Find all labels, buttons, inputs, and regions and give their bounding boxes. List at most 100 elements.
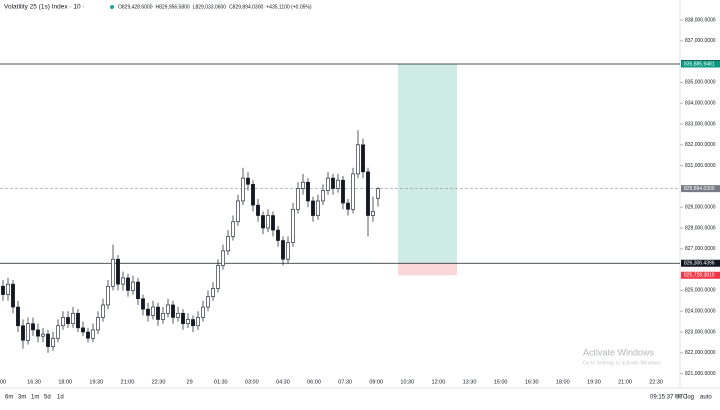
candle-body	[231, 221, 235, 237]
candle-body	[366, 171, 370, 216]
candle-body	[51, 337, 55, 347]
x-tick-label: 19:30	[89, 379, 103, 385]
range-button[interactable]: 1m	[31, 395, 39, 401]
candle-body	[261, 215, 265, 229]
candle-body	[146, 308, 150, 316]
axis-option[interactable]: auto	[700, 395, 712, 401]
y-tick-label: 835,000.0000	[685, 80, 716, 86]
candle-body	[296, 188, 300, 210]
price-label-bg	[681, 271, 720, 279]
x-tick-label: 03:00	[245, 379, 259, 385]
candle-body	[331, 177, 335, 189]
y-tick-label: 838,000.0000	[685, 17, 716, 23]
symbol[interactable]: Volatility 25 (1s) Index · 10 ·	[4, 4, 85, 11]
candle-body	[71, 312, 75, 324]
candle-body	[151, 306, 155, 316]
clock: 09:15:37 UTC	[650, 395, 688, 401]
watermark-title: Activate Windows	[583, 347, 655, 357]
candle-body	[336, 179, 340, 189]
y-tick-label: 834,000.0000	[685, 101, 716, 107]
candle-body	[26, 323, 30, 341]
candle-body	[356, 144, 360, 175]
y-tick-label: 821,000.0000	[685, 371, 716, 377]
candle-body	[371, 211, 375, 216]
y-tick-label: 827,000.0000	[685, 246, 716, 252]
ohlc-value: C829,894.0300	[229, 4, 263, 10]
x-tick-label: 29	[187, 379, 193, 385]
x-tick-label: 12:00	[432, 379, 446, 385]
candle-body	[36, 329, 40, 337]
y-tick-label: 831,000.0000	[685, 163, 716, 169]
price-label: 826,306.4396	[684, 261, 715, 267]
price-label: 825,728.3810	[684, 273, 715, 279]
price-label: 835,885.9481	[684, 61, 715, 67]
watermark-text: Go to Settings to activate Windows.	[583, 360, 662, 366]
price-label-bg	[681, 60, 720, 68]
candle-body	[131, 281, 135, 291]
candle-body	[321, 190, 325, 202]
axis-option[interactable]: %	[676, 395, 682, 401]
candle-body	[316, 200, 320, 216]
range-button[interactable]: 1d	[57, 395, 64, 401]
x-tick-label: 07:30	[338, 379, 352, 385]
x-tick-label: 22:30	[152, 379, 166, 385]
stop-zone	[398, 263, 457, 276]
candle-body	[171, 304, 175, 318]
x-tick-label: 16:30	[525, 379, 539, 385]
candle-body	[376, 188, 380, 199]
candle-body	[301, 181, 305, 189]
candle-body	[246, 177, 250, 185]
y-tick-label: 828,000.0000	[685, 225, 716, 231]
x-tick-label: 21:00	[121, 379, 135, 385]
x-tick-label: 09:00	[369, 379, 383, 385]
candle-body	[346, 202, 350, 210]
profit-zone	[398, 63, 457, 264]
range-button[interactable]: 3m	[18, 395, 26, 401]
axis-option[interactable]: log	[686, 395, 694, 401]
candle-body	[216, 265, 220, 289]
candle-body	[286, 242, 290, 260]
range-button[interactable]: 6m	[5, 395, 13, 401]
candle-body	[121, 277, 125, 285]
candle-body	[86, 331, 90, 339]
candle-body	[81, 327, 85, 333]
x-tick-label: 00	[0, 379, 6, 385]
candle-body	[76, 312, 80, 329]
x-tick-label: 06:00	[307, 379, 321, 385]
candle-body	[291, 208, 295, 243]
x-tick-label: 21:00	[618, 379, 632, 385]
candle-body	[16, 306, 20, 327]
y-tick-label: 825,000.0000	[685, 288, 716, 294]
candle-body	[176, 312, 180, 318]
candle-body	[266, 215, 270, 229]
candle-body	[136, 281, 140, 300]
candle-body	[341, 179, 345, 204]
candle-body	[201, 306, 205, 318]
candle-body	[116, 258, 120, 285]
ohlc-value: +435.1100 (+0.05%)	[266, 4, 312, 10]
status-dot	[110, 5, 114, 9]
candle-body	[56, 325, 60, 339]
candle-body	[241, 177, 245, 202]
x-tick-label: 22:30	[649, 379, 663, 385]
x-tick-label: 04:30	[276, 379, 290, 385]
candle-body	[31, 323, 35, 331]
candle-body	[101, 304, 105, 318]
candle-body	[126, 277, 130, 291]
x-tick-label: 01:30	[214, 379, 228, 385]
candle-body	[1, 285, 5, 295]
candle-body	[251, 184, 255, 206]
candle-body	[326, 177, 330, 191]
x-tick-label: 19:30	[587, 379, 601, 385]
x-tick-label: 18:00	[58, 379, 72, 385]
candle-body	[196, 317, 200, 327]
ohlc-value: H829,956.5800	[155, 4, 189, 10]
range-button[interactable]: 5d	[44, 395, 51, 401]
y-tick-label: 824,000.0000	[685, 309, 716, 315]
y-tick-label: 833,000.0000	[685, 121, 716, 127]
y-tick-label: 823,000.0000	[685, 329, 716, 335]
candle-body	[166, 304, 170, 314]
